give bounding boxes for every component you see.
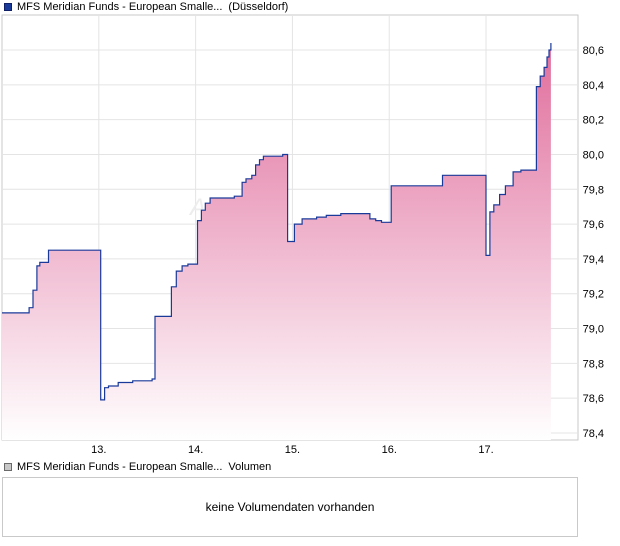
price-line xyxy=(2,43,552,401)
x-tick-label: 16. xyxy=(382,444,397,456)
price-legend: MFS Meridian Funds - European Smalle... … xyxy=(4,0,294,14)
y-tick-label: 79,4 xyxy=(583,254,604,266)
price-legend-series: MFS Meridian Funds - European Smalle... xyxy=(17,1,223,13)
y-tick-label: 80,6 xyxy=(583,45,604,57)
y-tick-label: 80,0 xyxy=(583,149,604,161)
x-tick-label: 14. xyxy=(188,444,203,456)
y-tick-label: 79,2 xyxy=(583,289,604,301)
volume-legend: MFS Meridian Funds - European Smalle... … xyxy=(4,460,277,474)
x-tick-label: 13. xyxy=(91,444,106,456)
x-tick-label: 17. xyxy=(478,444,493,456)
price-legend-exchange: (Düsseldorf) xyxy=(228,1,289,13)
volume-panel: keine Volumendaten vorhanden xyxy=(2,477,578,537)
y-tick-label: 79,8 xyxy=(583,184,604,196)
volume-legend-swatch xyxy=(4,463,12,471)
x-axis-labels: 13. 14. 15. 16. 17. xyxy=(91,444,494,456)
volume-empty-message: keine Volumendaten vorhanden xyxy=(205,500,375,514)
price-legend-swatch xyxy=(4,3,12,11)
y-tick-label: 78,4 xyxy=(583,428,604,440)
y-tick-label: 78,8 xyxy=(583,358,604,370)
y-tick-label: 79,6 xyxy=(583,219,604,231)
x-tick-label: 15. xyxy=(285,444,300,456)
y-tick-label: 80,4 xyxy=(583,80,604,92)
y-tick-label: 78,6 xyxy=(583,393,604,405)
volume-legend-label: Volumen xyxy=(228,461,272,473)
y-axis-labels: 78,4 78,6 78,8 79,0 79,2 79,4 79,6 79,8 80,0 80,2… xyxy=(583,45,604,440)
price-chart: AR 78,478,678,879,079,279,479,679,880,08… xyxy=(1,14,604,456)
y-tick-label: 80,2 xyxy=(583,115,604,127)
price-area xyxy=(2,43,551,440)
volume-legend-series: MFS Meridian Funds - European Smalle... xyxy=(17,461,223,473)
y-tick-label: 79,0 xyxy=(583,324,604,336)
